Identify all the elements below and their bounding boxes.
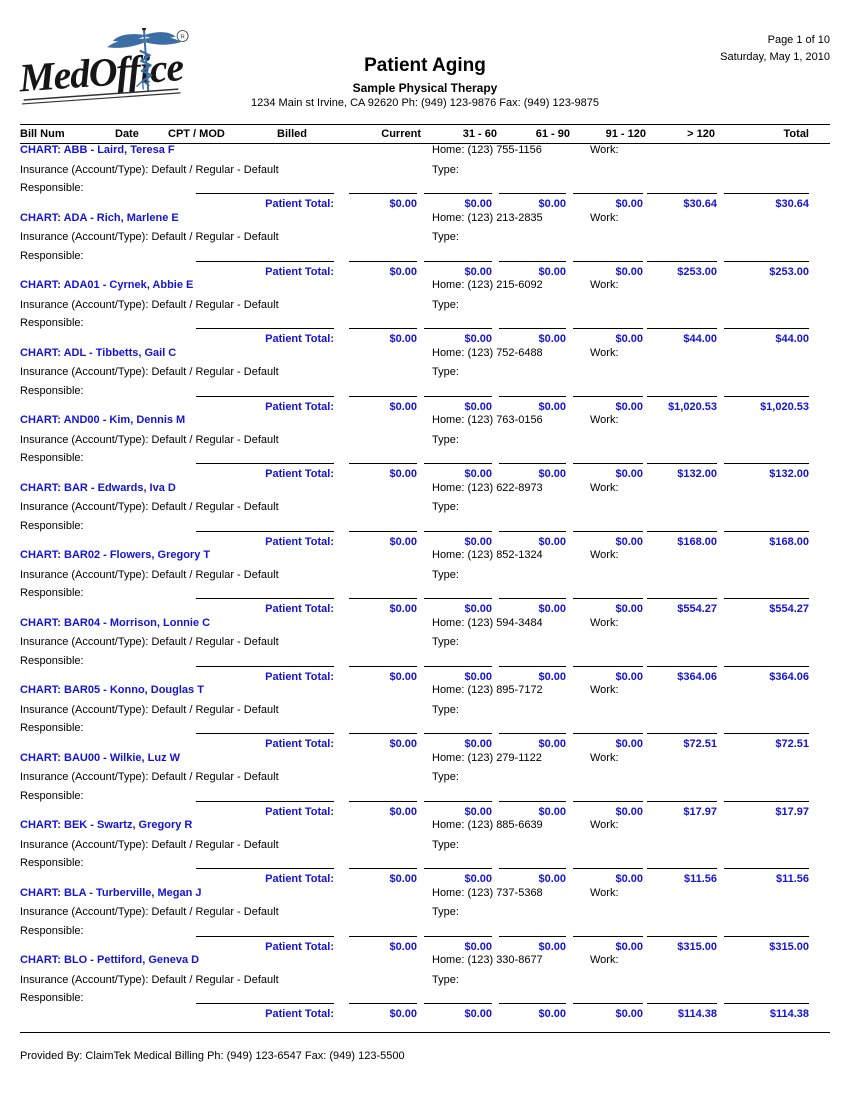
svg-text:R: R [180, 34, 185, 40]
